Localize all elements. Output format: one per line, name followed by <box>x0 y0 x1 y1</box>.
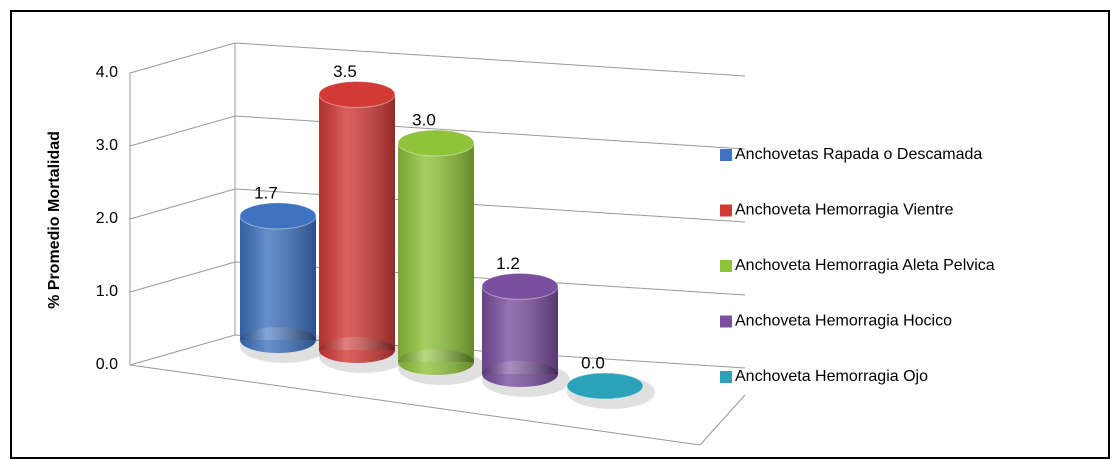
grid-line <box>129 42 746 77</box>
bar-base-shade <box>240 327 316 353</box>
y-axis-label: % Promedio Mortalidad <box>46 131 63 309</box>
grid-line <box>129 115 746 150</box>
y-tick-label: 1.0 <box>96 283 118 300</box>
bar-base-shade <box>482 361 558 387</box>
legend-swatch <box>720 371 732 383</box>
bar-shade <box>240 215 316 340</box>
bar-base-shade <box>398 349 474 375</box>
legend-swatch <box>720 260 732 272</box>
bar-top <box>566 372 644 400</box>
legend-swatch <box>720 315 732 328</box>
data-label: 3.0 <box>412 110 436 129</box>
data-label: 3.5 <box>333 62 357 81</box>
legend-label: Anchoveta Hemorragia Aleta Pelvica <box>735 257 995 274</box>
data-label: 0.0 <box>581 353 605 372</box>
legend-swatch <box>720 204 732 217</box>
y-tick-label: 0.0 <box>96 356 118 373</box>
bar-top <box>318 81 396 108</box>
y-tick-label: 2.0 <box>96 210 118 227</box>
bars: 1.7 3.5 3.0 1.2 0.0 <box>239 62 655 409</box>
data-label: 1.7 <box>254 183 278 202</box>
bar-top <box>481 272 559 300</box>
y-tick-label: 4.0 <box>96 64 118 81</box>
bar-top <box>397 129 475 157</box>
legend-label: Anchoveta Hemorragia Hocico <box>735 313 952 330</box>
legend: Anchovetas Rapada o Descamada Anchoveta H… <box>720 146 995 385</box>
floor-edge <box>129 364 701 446</box>
grid: 0.0 1.0 2.0 3.0 4.0 <box>96 42 746 446</box>
grid-line <box>129 334 746 369</box>
legend-label: Anchovetas Rapada o Descamada <box>735 146 982 163</box>
bar-top <box>239 202 317 230</box>
bar-shade <box>319 94 395 350</box>
bar-shade <box>482 286 558 374</box>
legend-label: Anchoveta Hemorragia Vientre <box>735 202 954 219</box>
bar-shade <box>398 143 474 362</box>
bar-base-shade <box>319 337 395 363</box>
frame <box>10 10 1110 459</box>
legend-swatch <box>720 149 732 161</box>
data-label: 1.2 <box>496 254 520 273</box>
floor-right <box>699 394 746 446</box>
y-tick-label: 3.0 <box>96 137 118 154</box>
grid-line <box>129 188 746 223</box>
grid-line <box>129 261 746 296</box>
legend-label: Anchoveta Hemorragia Ojo <box>735 368 928 385</box>
